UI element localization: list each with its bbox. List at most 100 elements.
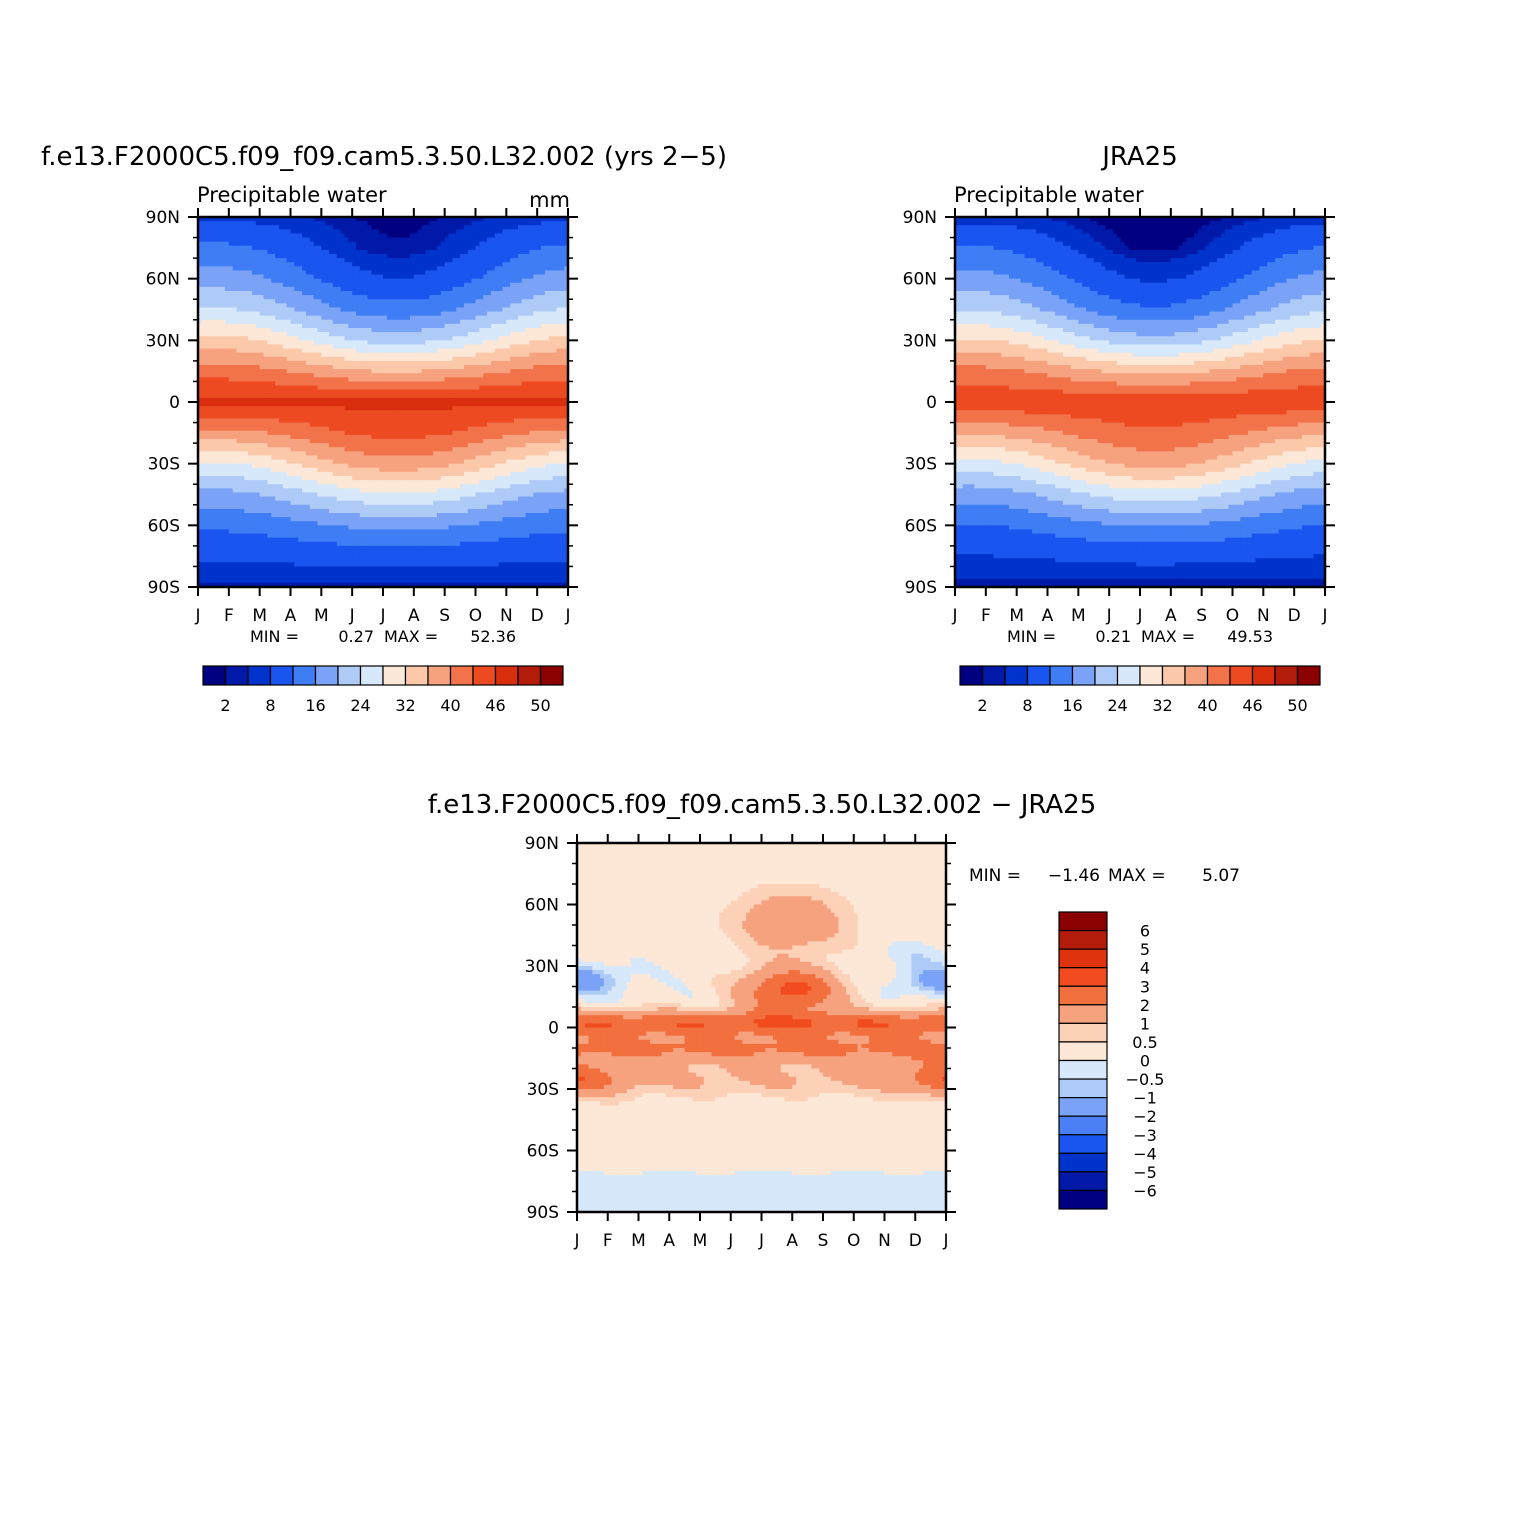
panel-difference-y-tick-label: 90S (527, 1203, 559, 1223)
panel-difference-colorbar-label: 3 (1140, 977, 1150, 996)
panel-difference-x-tick-label: D (909, 1231, 922, 1251)
panel-jra25-x-tick-label: N (1257, 606, 1270, 626)
panel-jra25-x-tick-label: A (1165, 606, 1177, 626)
panel-model-x-tick-label: S (439, 606, 450, 626)
panel-jra25-x-tick-label: J (1136, 606, 1142, 626)
panel-model-y-tick-label: 90N (146, 208, 180, 228)
panel-jra25-colorbar-label: 46 (1242, 696, 1262, 715)
panel-model-colorbar-swatch (316, 666, 339, 685)
panel-model-y-tick-label: 0 (169, 393, 180, 413)
panel-difference-x-tick-label: J (942, 1231, 948, 1251)
panel-model-min-value: 0.27 (338, 627, 374, 646)
panel-difference-colorbar-label: −1 (1133, 1089, 1157, 1108)
panel-model-colorbar-swatch (248, 666, 271, 685)
panel-difference-y-tick-label: 30N (525, 957, 559, 977)
panel-difference-colorbar-swatch (1059, 1116, 1107, 1135)
panel-model-colorbar-label: 16 (305, 696, 325, 715)
panel-model-x-tick-label: A (285, 606, 297, 626)
panel-model-subtitle: Precipitable water (197, 183, 387, 207)
panel-jra25-x-tick-label: A (1042, 606, 1054, 626)
panel-jra25-colorbar-label: 40 (1197, 696, 1217, 715)
panel-jra25-colorbar-swatch (1163, 666, 1186, 685)
panel-jra25-max-value: 49.53 (1227, 627, 1273, 646)
panel-difference-y-tick-label: 60S (527, 1142, 559, 1162)
panel-model-colorbar-swatch (271, 666, 294, 685)
panel-model-x-tick-label: A (408, 606, 420, 626)
panel-jra25-y-tick-label: 90N (903, 208, 937, 228)
panel-difference-colorbar-swatch (1059, 1061, 1107, 1080)
panel-model-min-label: MIN = (250, 627, 299, 646)
panel-model-y-tick-label: 60S (148, 516, 180, 536)
panel-jra25-min-label: MIN = (1007, 627, 1056, 646)
panel-jra25-max-label: MAX = (1141, 627, 1195, 646)
panel-model-colorbar-label: 50 (530, 696, 550, 715)
panel-difference-colorbar-swatch (1059, 949, 1107, 968)
panel-model-colorbar: 2 8 16 24 32 40 46 50 (203, 666, 563, 715)
panel-difference-x-tick-label: J (758, 1231, 764, 1251)
panel-difference-y-tick-label: 90N (525, 834, 559, 854)
panel-model-colorbar-swatch (518, 666, 541, 685)
panel-difference-colorbar-swatch (1059, 1005, 1107, 1024)
panel-model-x-tick-label: D (531, 606, 544, 626)
panel-difference-colorbar-swatch (1059, 1172, 1107, 1191)
panel-model-colorbar-swatch (203, 666, 226, 685)
panel-jra25-colorbar-swatch (1253, 666, 1276, 685)
panel-jra25-colorbar: 2 8 16 24 32 40 46 50 (960, 666, 1320, 715)
panel-model-colorbar-swatch (406, 666, 429, 685)
panel-difference-colorbar-swatch (1059, 1098, 1107, 1117)
panel-difference-colorbar-swatch (1059, 1153, 1107, 1172)
panel-difference-colorbar-label: −0.5 (1126, 1070, 1165, 1089)
panel-difference-y-tick-label: 60N (525, 896, 559, 916)
panel-jra25-colorbar-swatch (1185, 666, 1208, 685)
panel-difference-colorbar-swatch (1059, 968, 1107, 987)
panel-difference-colorbar-label: −4 (1133, 1144, 1157, 1163)
panel-jra25-x-tick-label: M (1009, 606, 1024, 626)
panel-difference-x-tick-label: O (847, 1231, 860, 1251)
panel-model-colorbar-swatch (451, 666, 474, 685)
panel-jra25-colorbar-swatch (1208, 666, 1231, 685)
panel-difference-y-tick-label: 30S (527, 1080, 559, 1100)
panel-difference-title: f.e13.F2000C5.f09_f09.cam5.3.50.L32.002 … (428, 790, 1097, 820)
panel-model-title: f.e13.F2000C5.f09_f09.cam5.3.50.L32.002 … (41, 142, 727, 172)
panel-jra25-min-value: 0.21 (1095, 627, 1131, 646)
panel-model-colorbar-swatch (226, 666, 249, 685)
panel-jra25-colorbar-swatch (1140, 666, 1163, 685)
panel-model-x-tick-label: F (224, 606, 234, 626)
panel-jra25-colorbar-label: 24 (1107, 696, 1127, 715)
panel-difference-colorbar-swatch (1059, 912, 1107, 931)
panel-difference-colorbar-label: 6 (1140, 922, 1150, 941)
panel-difference-x-tick-label: N (878, 1231, 891, 1251)
panel-difference-colorbar-swatch (1059, 931, 1107, 950)
panel-jra25-colorbar-label: 16 (1062, 696, 1082, 715)
panel-difference-x-tick-label: A (786, 1231, 798, 1251)
panel-model-x-tick-label: J (379, 606, 385, 626)
panel-model-y-tick-label: 30N (146, 331, 180, 351)
panel-difference-colorbar-swatch (1059, 1079, 1107, 1098)
panel-jra25-x-tick-label: S (1196, 606, 1207, 626)
panel-difference-colorbar-label: 4 (1140, 959, 1150, 978)
panel-jra25-subtitle: Precipitable water (954, 183, 1144, 207)
panel-model-colorbar-label: 24 (350, 696, 370, 715)
panel-jra25-x-tick-label: O (1226, 606, 1239, 626)
panel-jra25-field (955, 217, 1326, 588)
panel-difference-x-tick-label: S (818, 1231, 829, 1251)
panel-model-colorbar-label: 32 (395, 696, 415, 715)
panel-jra25-x-tick-label: M (1071, 606, 1086, 626)
panel-jra25-x-tick-label: D (1288, 606, 1301, 626)
panel-jra25-colorbar-swatch (1028, 666, 1051, 685)
panel-jra25-y-tick-label: 60S (905, 516, 937, 536)
panel-model-colorbar-swatch (293, 666, 316, 685)
panel-model-colorbar-label: 8 (265, 696, 275, 715)
panel-difference-y-tick-label: 0 (548, 1019, 559, 1039)
panel-jra25-x-tick-label: J (1106, 606, 1112, 626)
panel-difference-colorbar-swatch (1059, 1042, 1107, 1061)
panel-model-colorbar-swatch (361, 666, 384, 685)
panel-difference-colorbar-swatch (1059, 1023, 1107, 1042)
panel-difference-x-tick-label: J (573, 1231, 579, 1251)
panel-model-colorbar-swatch (383, 666, 406, 685)
panel-jra25-colorbar-swatch (960, 666, 983, 685)
panel-difference-min-label: MIN = (969, 866, 1021, 886)
panel-jra25-y-tick-label: 30S (905, 455, 937, 475)
